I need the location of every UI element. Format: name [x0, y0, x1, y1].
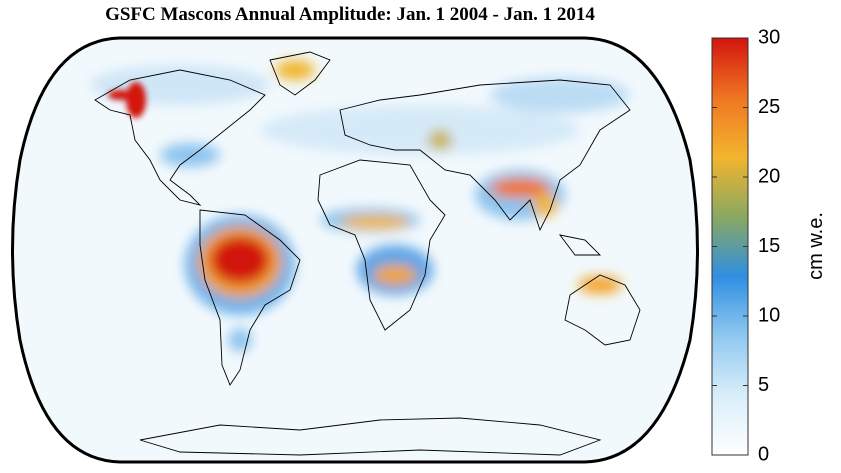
map-frame: [11, 36, 699, 464]
colorbar-tick-label: 30: [758, 26, 780, 48]
colorbar-tick-label: 20: [758, 165, 780, 187]
colorbar-tick-label: 15: [758, 235, 780, 257]
colorbar-tick-label: 0: [758, 443, 769, 465]
colorbar-tick-label: 25: [758, 96, 780, 118]
map-area: [12, 38, 698, 462]
colorbar-tick-label: 5: [758, 374, 769, 396]
map-title: GSFC Mascons Annual Amplitude: Jan. 1 20…: [105, 4, 595, 25]
colorbar-tick-label: 10: [758, 304, 780, 326]
colorbar: [711, 37, 749, 456]
colorbar-label: cm w.e.: [805, 212, 827, 280]
